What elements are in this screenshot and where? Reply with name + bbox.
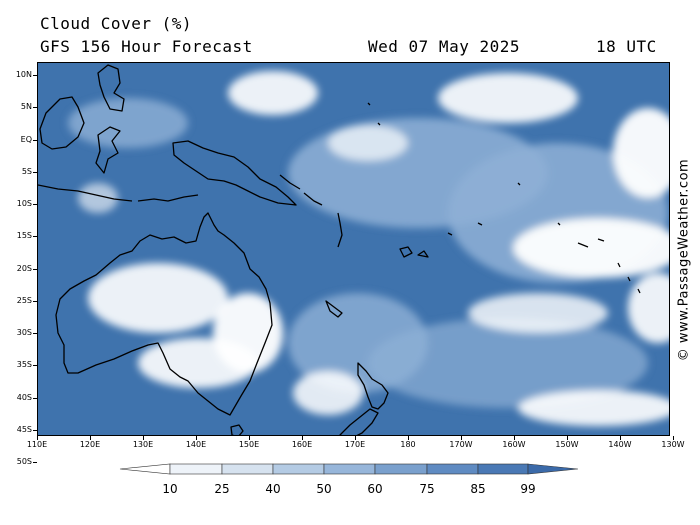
- longitude-tick: [355, 436, 356, 440]
- longitude-label: 170W: [449, 440, 473, 449]
- legend-swatch: [272, 463, 325, 475]
- latitude-tick: [33, 107, 37, 109]
- legend-label: 85: [470, 482, 486, 496]
- longitude-label: 150E: [238, 440, 260, 449]
- longitude-tick: [37, 436, 38, 440]
- latitude-tick: [33, 236, 37, 238]
- latitude-tick: [33, 462, 37, 463]
- longitude-tick: [514, 436, 515, 440]
- legend-label: 99: [520, 482, 536, 496]
- philippines-coastline: [97, 64, 125, 112]
- longitude-label: 130W: [661, 440, 685, 449]
- pacific-islands: [367, 102, 641, 294]
- new-zealand-south-island: [339, 408, 379, 435]
- latitude-label: 30S: [16, 328, 32, 337]
- legend-swatch: [426, 463, 479, 475]
- solomon-islands-coastline: [279, 174, 323, 206]
- longitude-tick: [673, 436, 674, 440]
- legend-label: 75: [419, 482, 435, 496]
- latitude-label: 35S: [16, 360, 32, 370]
- longitude-tick: [461, 436, 462, 440]
- latitude-label: EQ: [20, 134, 32, 144]
- forecast-time: 18 UTC: [596, 37, 657, 56]
- longitude-tick: [143, 436, 144, 440]
- latitude-label: 50S: [16, 457, 32, 466]
- australia-coastline: [55, 212, 273, 416]
- clear-sky-areas: [68, 71, 669, 426]
- latitude-tick: [33, 300, 37, 302]
- java-coastline: [38, 184, 133, 202]
- latitude-tick: [33, 397, 37, 399]
- credit-text: © www.PassageWeather.com: [676, 158, 692, 362]
- legend-swatch: [477, 463, 529, 475]
- new-caledonia-coastline: [325, 300, 343, 318]
- latitude-tick: [33, 204, 37, 205]
- legend-label: 40: [265, 482, 281, 496]
- fiji-coastline: [399, 246, 429, 258]
- longitude-label: 140E: [185, 440, 207, 449]
- cloud-cover-map: [37, 62, 670, 436]
- longitude-label: 140W: [608, 440, 632, 449]
- legend-label: 25: [214, 482, 230, 496]
- legend-arrow-high: [527, 463, 579, 475]
- new-guinea-coastline: [172, 140, 297, 206]
- latitude-label: 10N: [15, 70, 32, 79]
- latitude-label: 10S: [16, 199, 32, 208]
- legend-swatch: [323, 463, 376, 475]
- legend-swatch: [221, 463, 274, 475]
- latitude-label: 5S: [21, 166, 32, 176]
- longitude-label: 110E: [26, 440, 48, 449]
- latitude-label: 5N: [20, 102, 32, 112]
- longitude-label: 130E: [132, 440, 154, 449]
- latitude-tick: [33, 171, 37, 173]
- legend-label: 10: [162, 482, 178, 496]
- latitude-label: 45S: [16, 424, 32, 434]
- longitude-label: 160W: [502, 440, 526, 449]
- credit-watermark: © www.PassageWeather.com: [672, 159, 696, 361]
- longitude-label: 120E: [79, 440, 101, 449]
- tasmania-coastline: [230, 424, 244, 435]
- legend-swatch: [169, 463, 223, 475]
- latitude-label: 15S: [16, 231, 32, 241]
- longitude-tick: [620, 436, 621, 440]
- latitude-label: 25S: [16, 295, 32, 305]
- forecast-subtitle: GFS 156 Hour Forecast: [40, 37, 253, 56]
- longitude-label: 160E: [291, 440, 313, 449]
- vanuatu-coastline: [337, 212, 343, 248]
- latitude-label: 40S: [16, 392, 32, 402]
- longitude-tick: [302, 436, 303, 440]
- latitude-tick: [33, 429, 37, 431]
- longitude-label: 180: [400, 440, 416, 449]
- longitude-tick: [567, 436, 568, 440]
- longitude-tick: [408, 436, 409, 440]
- legend-arrow-low: [119, 463, 171, 475]
- map-title: Cloud Cover (%): [40, 14, 192, 33]
- forecast-date: Wed 07 May 2025: [368, 37, 520, 56]
- coastlines: [38, 64, 641, 435]
- map-canvas: [38, 63, 669, 435]
- longitude-tick: [90, 436, 91, 440]
- latitude-tick: [33, 365, 37, 367]
- legend-label: 60: [367, 482, 383, 496]
- sumbawa-flores-coastline: [137, 194, 199, 202]
- legend-swatch: [374, 463, 428, 475]
- longitude-tick: [249, 436, 250, 440]
- color-legend: [119, 463, 579, 475]
- latitude-tick: [33, 75, 37, 76]
- latitude-tick: [33, 268, 37, 270]
- longitude-tick: [196, 436, 197, 440]
- latitude-label: 20S: [16, 263, 32, 273]
- latitude-tick: [33, 333, 37, 334]
- legend-label: 50: [316, 482, 332, 496]
- borneo-coastline: [39, 96, 85, 150]
- longitude-label: 170E: [344, 440, 366, 449]
- latitude-tick: [33, 139, 37, 141]
- longitude-label: 150W: [555, 440, 579, 449]
- sulawesi-coastline: [95, 126, 121, 174]
- new-zealand-north-island: [357, 362, 389, 410]
